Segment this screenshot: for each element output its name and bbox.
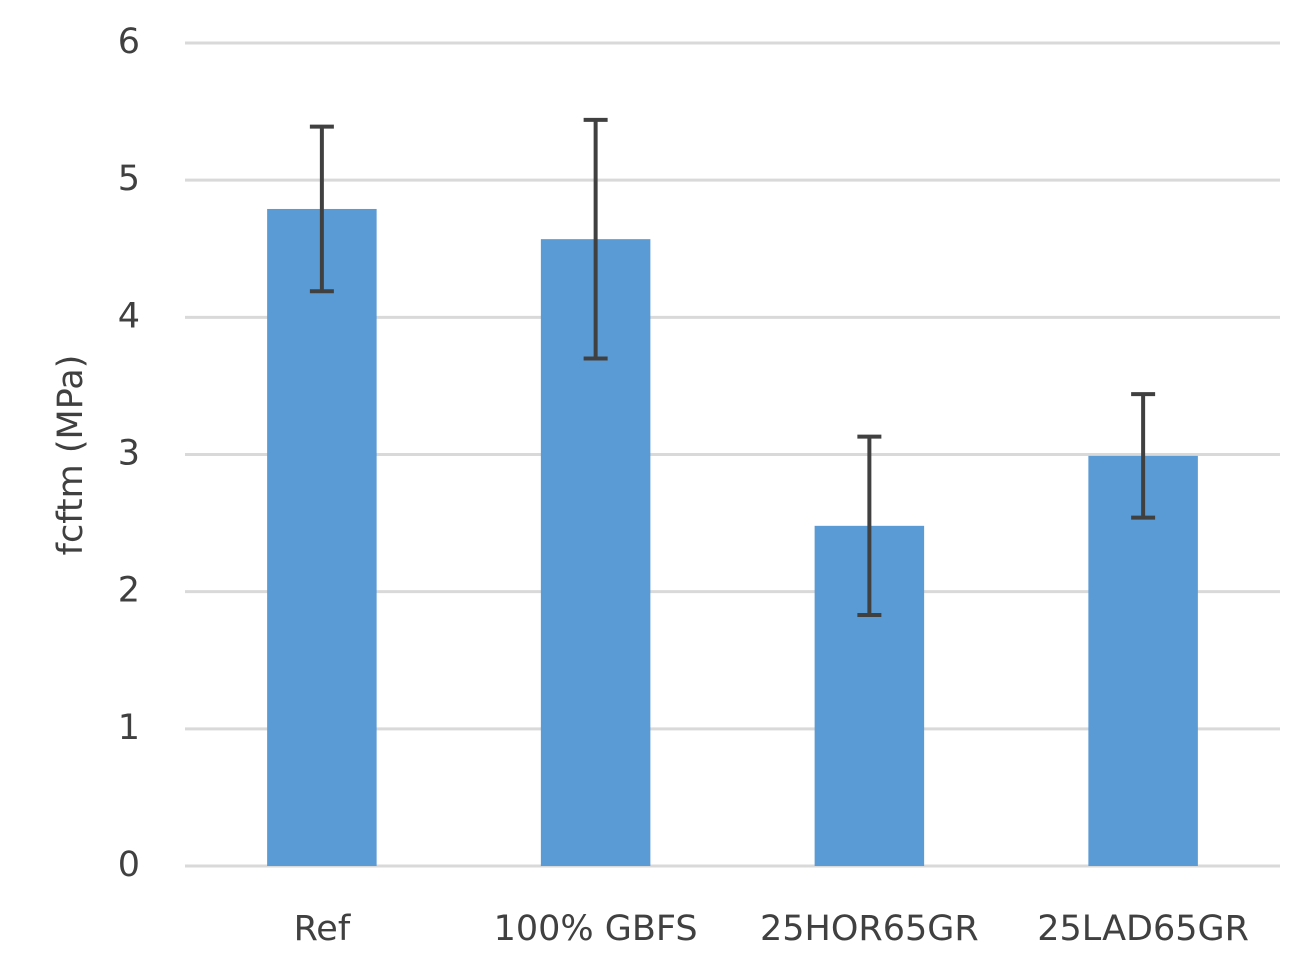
y-tick-label: 0 <box>118 845 140 885</box>
x-tick-label: 100% GBFS <box>494 909 698 949</box>
x-tick-label: 25HOR65GR <box>760 909 979 949</box>
bar <box>267 208 377 866</box>
error-bar <box>309 124 334 294</box>
y-tick-label: 1 <box>118 708 140 748</box>
x-tick-label: 25LAD65GR <box>1037 909 1249 949</box>
y-tick-label: 6 <box>118 22 140 62</box>
error-bar <box>857 434 882 617</box>
y-tick-label: 2 <box>118 571 140 611</box>
y-tick-label: 4 <box>118 296 140 336</box>
y-tick-label: 3 <box>118 434 140 474</box>
x-tick-label: Ref <box>294 909 351 949</box>
error-bar <box>583 117 608 361</box>
y-axis-label: fcftm (MPa) <box>51 355 91 556</box>
error-bar <box>1131 392 1156 520</box>
bar <box>1088 455 1198 866</box>
y-tick-label: 5 <box>118 159 140 199</box>
